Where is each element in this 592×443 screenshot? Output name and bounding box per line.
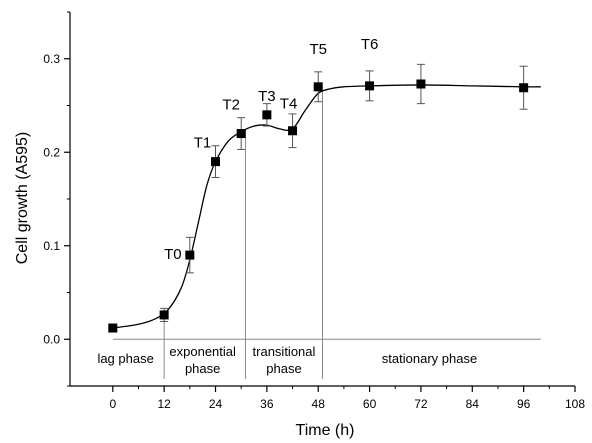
phase-label: phase [185,361,220,376]
data-point [519,83,529,93]
y-tick-label: 0.3 [43,52,60,66]
data-point [288,126,298,136]
point-label: T3 [258,88,276,105]
x-tick-label: 72 [414,397,428,411]
y-tick-label: 0.2 [43,145,60,159]
phase-label: lag phase [97,351,153,366]
point-label: T6 [361,36,379,53]
phase-label: stationary phase [382,351,477,366]
data-point [185,250,195,260]
data-point [262,110,272,120]
x-tick-label: 12 [157,397,171,411]
x-tick-label: 24 [209,397,223,411]
data-point [313,82,323,92]
point-label: T1 [194,135,212,152]
x-axis-title: Time (h) [296,422,355,439]
phase-label: exponential [169,344,236,359]
fitted-curve [112,84,541,329]
y-tick-label: 0.0 [43,332,60,346]
x-tick-label: 36 [260,397,274,411]
point-label: T4 [280,96,298,113]
point-label: T5 [309,41,327,58]
data-point [416,79,426,89]
data-point [108,323,118,333]
y-axis-title: Cell growth (A595) [14,132,31,265]
x-tick-label: 108 [565,397,585,411]
x-tick-label: 48 [312,397,326,411]
point-label: T0 [164,246,182,263]
phase-label: transitional [253,344,316,359]
phase-label: phase [266,361,301,376]
x-tick-label: 0 [109,397,116,411]
data-point [365,81,375,91]
data-point [159,310,169,320]
plot-area: 0.0 0.1 0.2 0.3 0 12 24 36 48 60 72 84 96 108 T0 T1 T2 T3… [43,11,585,411]
point-label: T2 [222,97,240,114]
data-point [236,129,246,139]
x-tick-label: 84 [466,397,480,411]
x-tick-label: 60 [363,397,377,411]
x-tick-label: 96 [517,397,531,411]
data-point [211,157,221,167]
y-tick-label: 0.1 [43,239,60,253]
